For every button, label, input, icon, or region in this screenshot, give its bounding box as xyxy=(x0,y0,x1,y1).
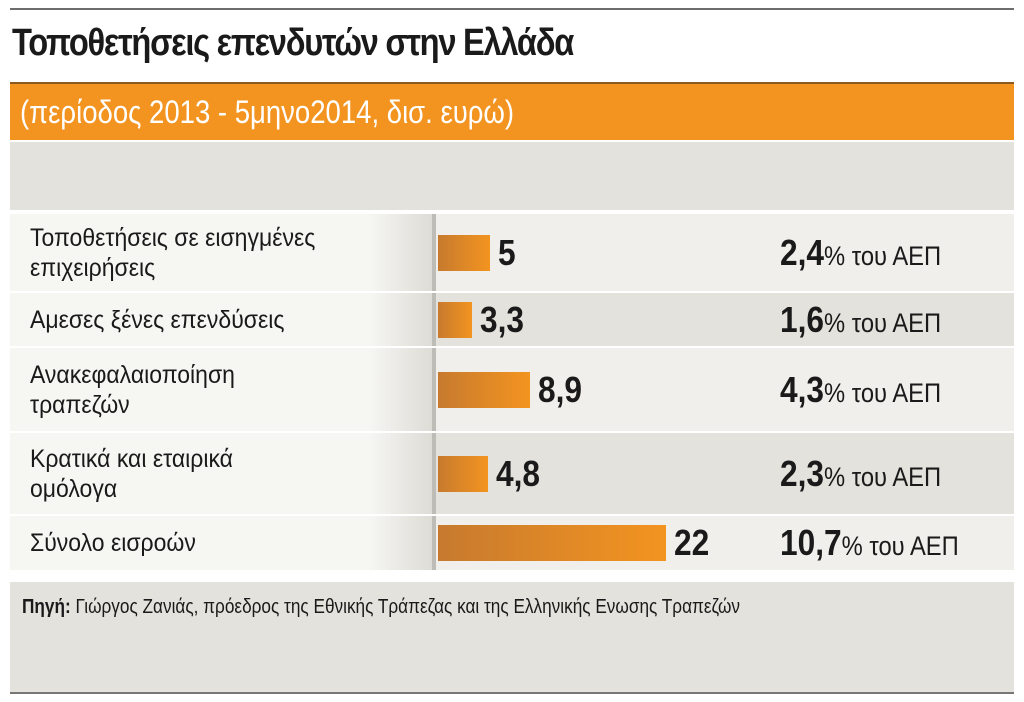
category-label-line: επιχειρήσεις xyxy=(30,253,156,282)
gdp-share-suffix: % του ΑΕΠ xyxy=(824,377,942,408)
gdp-share-suffix: % του ΑΕΠ xyxy=(824,461,942,492)
category-label-line: Σύνολο εισροών xyxy=(30,529,196,557)
gdp-share-label: 4,3% του ΑΕΠ xyxy=(780,368,941,420)
source-label: Πηγή: xyxy=(22,596,71,618)
gdp-share-value: 2,3 xyxy=(780,452,825,494)
gdp-share-suffix: % του ΑΕΠ xyxy=(824,240,942,271)
bar xyxy=(438,525,666,561)
category-label: Αμεσες ξένες επενδύσεις xyxy=(10,293,432,346)
column-divider xyxy=(432,348,436,431)
category-label: Τοποθετήσεις σε εισηγμένες επιχειρήσεις xyxy=(10,214,432,291)
chart-title: Τοποθετήσεις επενδυτών στην Ελλάδα xyxy=(12,22,574,64)
category-label: Σύνολο εισροών xyxy=(10,516,432,570)
footer: Πηγή: Γιώργος Ζανιάς, πρόεδρος της Εθνικ… xyxy=(10,582,1014,692)
bar xyxy=(438,301,473,338)
chart-row: Σύνολο εισροών 22 10,7% του ΑΕΠ xyxy=(10,514,1014,570)
chart-row: Αμεσες ξένες επενδύσεις 3,3 1,6% του ΑΕΠ xyxy=(10,291,1014,346)
column-divider xyxy=(432,516,436,570)
gdp-share-value: 10,7 xyxy=(780,522,842,563)
value-label: 8,9 xyxy=(538,368,583,410)
column-divider xyxy=(432,433,436,514)
category-label-line: Ανακεφαλαιοποίηση xyxy=(30,360,235,389)
value-label: 22 xyxy=(674,522,710,563)
column-divider xyxy=(432,293,436,346)
value-label: 4,8 xyxy=(495,452,540,494)
gdp-share-value: 4,3 xyxy=(780,368,825,410)
header-spacer xyxy=(10,142,1014,210)
category-label-line: τραπεζών xyxy=(30,390,130,419)
column-divider xyxy=(432,214,436,291)
category-label-line: Κρατικά και εταιρικά xyxy=(30,444,233,473)
bar xyxy=(438,234,490,271)
bottom-rule xyxy=(10,692,1014,694)
gdp-share-label: 2,3% του ΑΕΠ xyxy=(780,452,941,504)
subtitle-band: (περίοδος 2013 - 5μηνο2014, δισ. ευρώ) xyxy=(10,84,1014,140)
chart-rows: Τοποθετήσεις σε εισηγμένες επιχειρήσεις 5 2… xyxy=(10,212,1014,570)
top-rule xyxy=(10,8,1014,10)
subtitle-rule xyxy=(10,82,1014,84)
gdp-share-value: 1,6 xyxy=(780,298,825,340)
chart-row: Τοποθετήσεις σε εισηγμένες επιχειρήσεις 5 2… xyxy=(10,212,1014,291)
category-label-line: Τοποθετήσεις σε εισηγμένες xyxy=(30,223,316,252)
gdp-share-label: 1,6% του ΑΕΠ xyxy=(780,298,941,350)
value-label: 3,3 xyxy=(480,298,525,340)
gdp-share-label: 10,7% του ΑΕΠ xyxy=(780,521,959,573)
value-label: 5 xyxy=(497,231,516,273)
chart-row: Κρατικά και εταιρικά ομόλογα 4,8 2,3% του Α… xyxy=(10,431,1014,514)
category-label-line: Αμεσες ξένες επενδύσεις xyxy=(30,305,285,334)
chart-row: Ανακεφαλαιοποίηση τραπεζών 8,9 4,3% του ΑΕΠ xyxy=(10,346,1014,431)
gdp-share-suffix: % του ΑΕΠ xyxy=(841,531,959,561)
bar xyxy=(438,371,531,408)
category-label-line: ομόλογα xyxy=(30,474,118,503)
category-label: Ανακεφαλαιοποίηση τραπεζών xyxy=(10,348,432,431)
gdp-share-label: 2,4% του ΑΕΠ xyxy=(780,231,941,283)
source-note: Πηγή: Γιώργος Ζανιάς, πρόεδρος της Εθνικ… xyxy=(22,596,740,619)
source-text: Γιώργος Ζανιάς, πρόεδρος της Εθνικής Τρά… xyxy=(70,596,741,618)
bar xyxy=(438,455,488,492)
category-label: Κρατικά και εταιρικά ομόλογα xyxy=(10,433,432,514)
chart-subtitle: (περίοδος 2013 - 5μηνο2014, δισ. ευρώ) xyxy=(20,94,515,130)
gdp-share-value: 2,4 xyxy=(780,231,825,273)
gdp-share-suffix: % του ΑΕΠ xyxy=(824,307,942,338)
